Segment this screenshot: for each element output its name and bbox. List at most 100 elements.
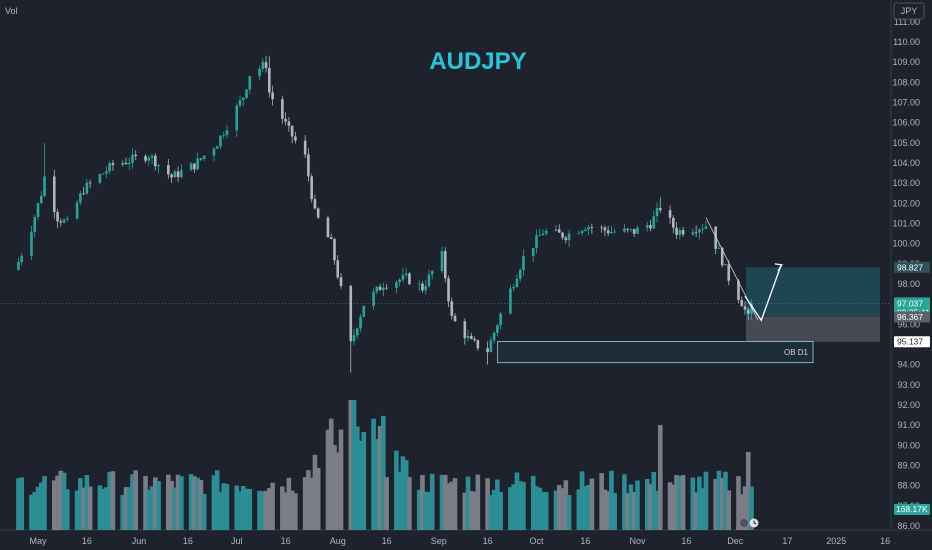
volume-bar xyxy=(498,492,503,530)
volume-bar xyxy=(293,493,298,530)
eye-icon[interactable] xyxy=(740,519,748,527)
volume-bar xyxy=(283,492,288,530)
volume-bar xyxy=(677,475,683,530)
candle-body xyxy=(746,309,750,314)
volume-bar xyxy=(563,480,569,530)
ob-d1-zone[interactable] xyxy=(497,341,814,364)
volume-bar xyxy=(631,492,637,530)
candle-body xyxy=(561,232,564,238)
volume-bar xyxy=(361,431,367,530)
volume-bar xyxy=(475,474,481,530)
currency-button[interactable]: JPY xyxy=(893,2,925,20)
candle-body xyxy=(39,195,43,204)
volume-bar xyxy=(211,475,217,530)
volume-bar xyxy=(628,484,634,530)
volume-bar xyxy=(697,476,702,530)
volume-bar xyxy=(416,489,422,530)
candle-body xyxy=(144,156,147,161)
volume-bar xyxy=(351,400,357,530)
candle-body xyxy=(489,340,493,353)
candle-body xyxy=(492,332,496,341)
volume-bar xyxy=(156,481,161,530)
volume-bar xyxy=(221,483,227,530)
candle-body xyxy=(264,62,268,69)
volume-bar xyxy=(218,492,223,530)
volume-bar xyxy=(179,476,184,530)
volume-bar xyxy=(289,490,295,530)
y-tick-label: 89.00 xyxy=(897,461,920,471)
candle-body xyxy=(704,226,708,229)
candle-body xyxy=(427,274,431,287)
volume-bar xyxy=(78,478,83,530)
time-axis[interactable]: May 16 Jun 16 Jul 16 Aug 16 Sep 16 Oct 16 Nov 16 Dec 17… xyxy=(29,536,890,546)
candle-body xyxy=(430,271,434,275)
volume-bar xyxy=(485,478,490,530)
candle-body xyxy=(466,335,470,339)
candle-body xyxy=(678,229,682,235)
volume-bar xyxy=(472,491,477,530)
volume-bar xyxy=(530,475,536,530)
x-tick-label: 16 xyxy=(483,536,493,546)
y-tick-label: 92.00 xyxy=(897,400,920,410)
x-tick-label: Aug xyxy=(330,536,346,546)
volume-bar xyxy=(198,480,204,530)
volume-bar xyxy=(605,491,611,530)
volume-bar xyxy=(602,489,608,530)
candle-body xyxy=(248,76,252,90)
volume-bar xyxy=(104,487,109,530)
chart-settings[interactable] xyxy=(740,518,759,528)
x-tick-label: 16 xyxy=(880,536,890,546)
target-zone[interactable] xyxy=(746,267,880,317)
candle-body xyxy=(554,229,558,231)
candle-body xyxy=(538,235,542,237)
candle-body xyxy=(417,283,421,285)
projection-path[interactable] xyxy=(744,265,782,322)
candle-body xyxy=(258,68,261,77)
volume-bar xyxy=(280,486,285,530)
ob-price-label-box xyxy=(894,336,930,348)
candle-body xyxy=(603,227,607,231)
volume-bar xyxy=(354,426,360,530)
target-price-label-box xyxy=(894,261,930,273)
candle-body xyxy=(173,171,177,178)
candle-body xyxy=(62,219,66,223)
candle-body xyxy=(408,273,411,285)
volume-bar xyxy=(315,467,321,530)
volume-bar xyxy=(19,477,25,530)
stop-zone[interactable] xyxy=(746,316,880,342)
candle-body xyxy=(82,193,85,195)
candle-body xyxy=(307,154,310,177)
volume-bar xyxy=(517,481,523,530)
volume-bar xyxy=(192,476,197,530)
volume-bar xyxy=(521,482,526,530)
volume-bar xyxy=(599,473,604,530)
candle-body xyxy=(329,237,333,240)
candle-body xyxy=(134,154,138,157)
volume-bar xyxy=(566,494,572,530)
candle-body xyxy=(737,280,740,300)
x-tick-label: 16 xyxy=(183,536,193,546)
candle-body xyxy=(375,286,379,292)
chart-title: AUDJPY xyxy=(429,48,526,75)
volume-bar xyxy=(61,472,67,530)
volume-bar xyxy=(332,445,337,530)
candle-body xyxy=(43,176,46,196)
y-tick-label: 110.00 xyxy=(893,37,920,47)
candle-body xyxy=(714,226,717,249)
candle-body xyxy=(649,225,652,229)
candle-body xyxy=(453,315,457,322)
candle-body xyxy=(17,261,20,270)
ob-price-label: 95.137 xyxy=(897,337,923,347)
candle-body xyxy=(515,278,519,288)
candle-body xyxy=(79,193,82,203)
candle-body xyxy=(701,228,704,230)
candle-body xyxy=(658,208,662,211)
candle-body xyxy=(212,148,216,156)
candle-body xyxy=(424,286,428,291)
x-tick-label: May xyxy=(29,536,47,546)
candle-body xyxy=(577,233,581,234)
candle-body xyxy=(281,99,284,119)
volume-bar xyxy=(713,479,718,530)
